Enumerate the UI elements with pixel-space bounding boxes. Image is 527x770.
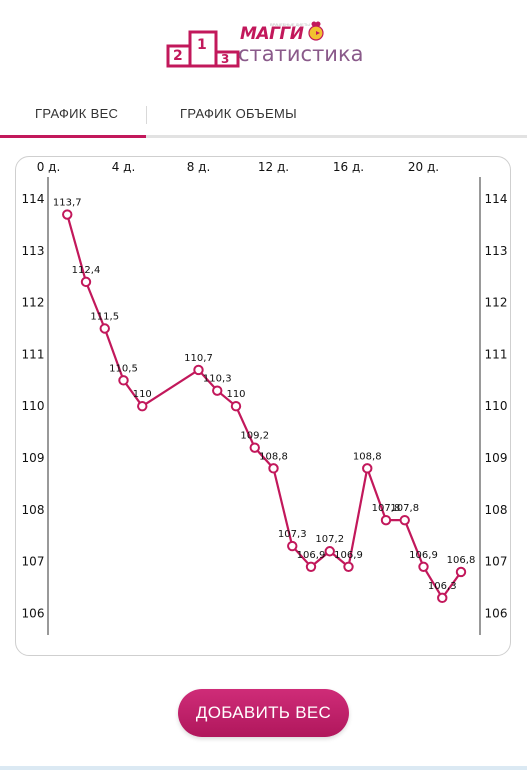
x-tick-label: 4 д. — [112, 160, 136, 174]
data-point — [80, 276, 92, 288]
data-point — [305, 561, 317, 572]
data-point — [437, 592, 448, 604]
data-point — [287, 540, 298, 552]
data-label: 106,9 — [334, 550, 363, 561]
podium-second: 2 — [173, 48, 183, 64]
data-label: 110,7 — [184, 353, 213, 364]
data-label: 106,3 — [428, 581, 457, 592]
data-point — [418, 561, 429, 572]
tab-active-indicator — [0, 135, 146, 138]
data-point — [193, 364, 204, 376]
y-tick-label-left: 106 — [22, 606, 45, 620]
data-label: 107,8 — [372, 503, 401, 514]
y-tick-label-right: 110 — [485, 399, 508, 413]
data-point — [268, 463, 279, 474]
data-label: 112,4 — [72, 265, 101, 276]
data-point — [212, 385, 223, 396]
y-tick-label-right: 109 — [485, 451, 508, 465]
add-weight-button[interactable]: ДОБАВИТЬ ВЕС — [178, 689, 349, 737]
data-point — [62, 209, 73, 220]
data-label: 110,5 — [109, 363, 138, 374]
data-point — [118, 375, 129, 386]
data-label: 106,8 — [447, 555, 476, 566]
app-subtitle: статистика — [238, 42, 364, 66]
data-label: 109,2 — [240, 431, 269, 442]
data-label: 110 — [226, 389, 245, 400]
app-logo: 1 2 3 МАГГИ ВРАЧЕБНЫЕ ДИЕТЫ статистика — [166, 18, 366, 70]
data-point — [362, 463, 373, 474]
x-tick-label: 16 д. — [333, 160, 364, 174]
data-point — [380, 514, 392, 526]
data-label: 111,5 — [90, 312, 119, 323]
y-tick-label-right: 107 — [485, 555, 508, 569]
x-tick-label: 8 д. — [187, 160, 211, 174]
podium-third: 3 — [221, 52, 229, 66]
y-tick-label-right: 108 — [485, 503, 508, 517]
data-label: 106,9 — [409, 550, 438, 561]
tab-weight-chart[interactable]: ГРАФИК ВЕС — [35, 106, 119, 121]
data-point — [249, 442, 260, 453]
data-label: 110,3 — [203, 374, 232, 385]
x-tick-label: 12 д. — [258, 160, 289, 174]
y-tick-label-right: 114 — [485, 192, 508, 206]
data-point — [137, 401, 148, 412]
y-tick-label-left: 112 — [22, 296, 45, 310]
y-tick-label-left: 109 — [22, 451, 45, 465]
y-tick-label-right: 106 — [485, 606, 508, 620]
data-label: 110 — [133, 389, 152, 400]
weight-line — [66, 214, 462, 599]
podium-first: 1 — [197, 37, 207, 53]
data-point — [324, 546, 335, 557]
x-tick-label: 0 д. — [37, 160, 61, 174]
y-tick-label-left: 111 — [22, 347, 45, 361]
data-point — [343, 561, 354, 572]
weight-chart-card: 0 д. 4 д. 8 д. 12 д. 16 д. 20 д. 114 114 113 113 1… — [15, 156, 511, 656]
y-tick-label-right: 113 — [485, 244, 508, 258]
data-label: 107,2 — [315, 534, 344, 545]
tab-bar: ГРАФИК ВЕС ГРАФИК ОБЪЕМЫ — [0, 96, 527, 140]
tab-underline — [0, 135, 527, 138]
y-tick-label-left: 110 — [22, 399, 45, 413]
data-label: 106,9 — [297, 550, 326, 561]
data-label: 113,7 — [53, 198, 82, 209]
brand-tagline: ВРАЧЕБНЫЕ ДИЕТЫ — [270, 22, 310, 27]
chick-icon — [308, 21, 324, 41]
brand-name: МАГГИ — [240, 24, 304, 44]
tab-separator — [146, 106, 147, 124]
y-tick-label-right: 112 — [485, 296, 508, 310]
data-point — [230, 401, 242, 412]
data-label: 107,8 — [390, 503, 419, 514]
podium-icon: 1 2 3 — [166, 30, 240, 68]
data-label: 108,8 — [259, 451, 288, 462]
data-point — [99, 323, 110, 334]
y-tick-label-left: 107 — [22, 555, 45, 569]
tab-volume-chart[interactable]: ГРАФИК ОБЪЕМЫ — [180, 106, 297, 121]
y-tick-label-left: 114 — [22, 192, 45, 206]
y-tick-label-right: 111 — [485, 347, 508, 361]
weight-chart: 0 д. 4 д. 8 д. 12 д. 16 д. 20 д. 114 114 113 113 1… — [22, 160, 508, 635]
bottom-strip — [0, 766, 527, 770]
data-point — [455, 566, 467, 578]
data-point — [399, 514, 410, 526]
data-label: 107,3 — [278, 529, 307, 540]
data-label: 108,8 — [353, 451, 382, 462]
x-tick-label: 20 д. — [408, 160, 439, 174]
y-tick-label-left: 113 — [22, 244, 45, 258]
y-tick-label-left: 108 — [22, 503, 45, 517]
